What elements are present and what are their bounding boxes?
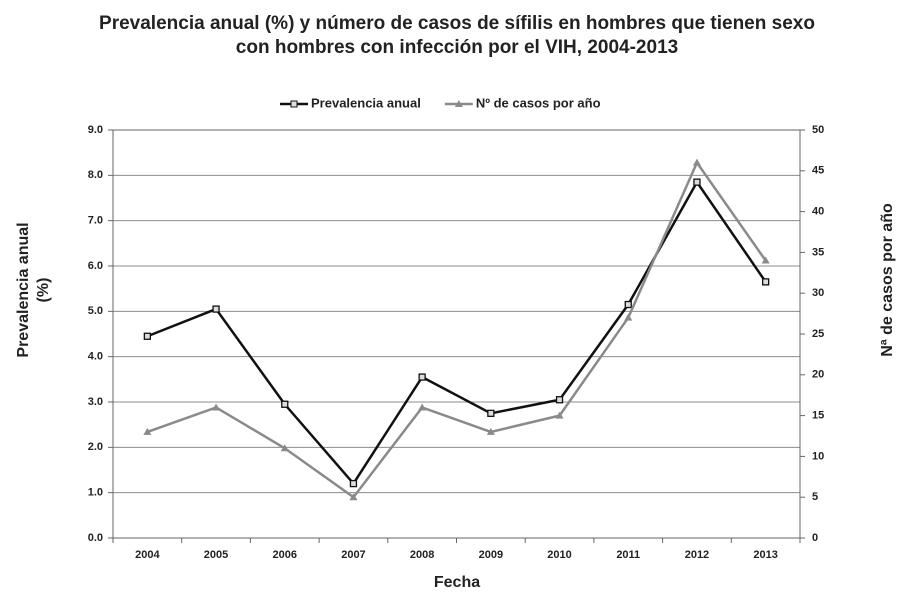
legend-marker [454,100,463,107]
x-tick-label: 2008 [410,549,434,561]
x-tick-label: 2011 [616,549,640,561]
y2-tick-label: 50 [812,124,824,136]
y-tick-label: 7.0 [88,215,103,227]
y2-tick-label: 40 [812,206,824,218]
x-tick-label: 2004 [135,549,160,561]
x-tick-label: 2009 [479,549,503,561]
y-tick-label: 0.0 [88,532,103,544]
y2-tick-label: 35 [812,246,824,258]
point [143,332,152,340]
x-tick-label: 2012 [685,549,709,561]
point [280,444,289,452]
x-axis-label: Fecha [433,574,481,591]
x-tick-label: 2006 [273,549,297,561]
y2-tick-label: 45 [812,165,824,177]
point [762,278,770,286]
point [692,158,701,166]
point [761,256,770,264]
point [349,493,358,501]
y-tick-label: 8.0 [88,169,103,181]
x-tick-label: 2007 [341,549,365,561]
point [212,403,221,411]
y-axis-label: Prevalencia anual (%) [15,222,52,358]
y2-tick-label: 15 [812,410,824,422]
point [212,305,220,313]
point [487,409,495,417]
point [418,403,427,411]
legend-marker [290,100,298,108]
y-tick-label: 2.0 [88,441,103,453]
y-tick-label: 9.0 [88,124,103,136]
point [486,427,495,435]
y2-tick-label: 20 [812,369,824,381]
x-tick-label: 2010 [547,549,571,561]
x-tick-label: 2005 [204,549,228,561]
point [349,479,358,488]
y-tick-label: 6.0 [88,260,103,272]
point [624,300,632,309]
y2-tick-label: 30 [812,287,824,299]
point [555,411,564,419]
legend-label: Prevalencia anual [311,95,421,110]
y2-axis-label: Nª de casos por año [879,203,896,357]
point [555,396,564,404]
point [143,427,152,435]
plot-frame [112,129,801,539]
y-tick-label: 5.0 [88,305,103,317]
x-tick-label: 2013 [753,549,777,561]
legend-label: Nº de casos por año [476,95,601,110]
point [418,373,426,381]
y2-tick-label: 0 [812,532,818,544]
series-line [146,179,767,486]
y2-tick-label: 5 [812,491,818,503]
y-tick-label: 1.0 [88,487,103,499]
chart-title: Prevalencia anual (%) y número de casos … [99,13,815,58]
y2-tick-label: 25 [812,328,824,340]
y-tick-label: 3.0 [88,396,103,408]
point [281,400,289,408]
series-line [146,160,767,499]
point [624,313,633,321]
y2-tick-label: 10 [812,450,824,462]
point [693,178,701,186]
y-tick-label: 4.0 [88,351,103,363]
